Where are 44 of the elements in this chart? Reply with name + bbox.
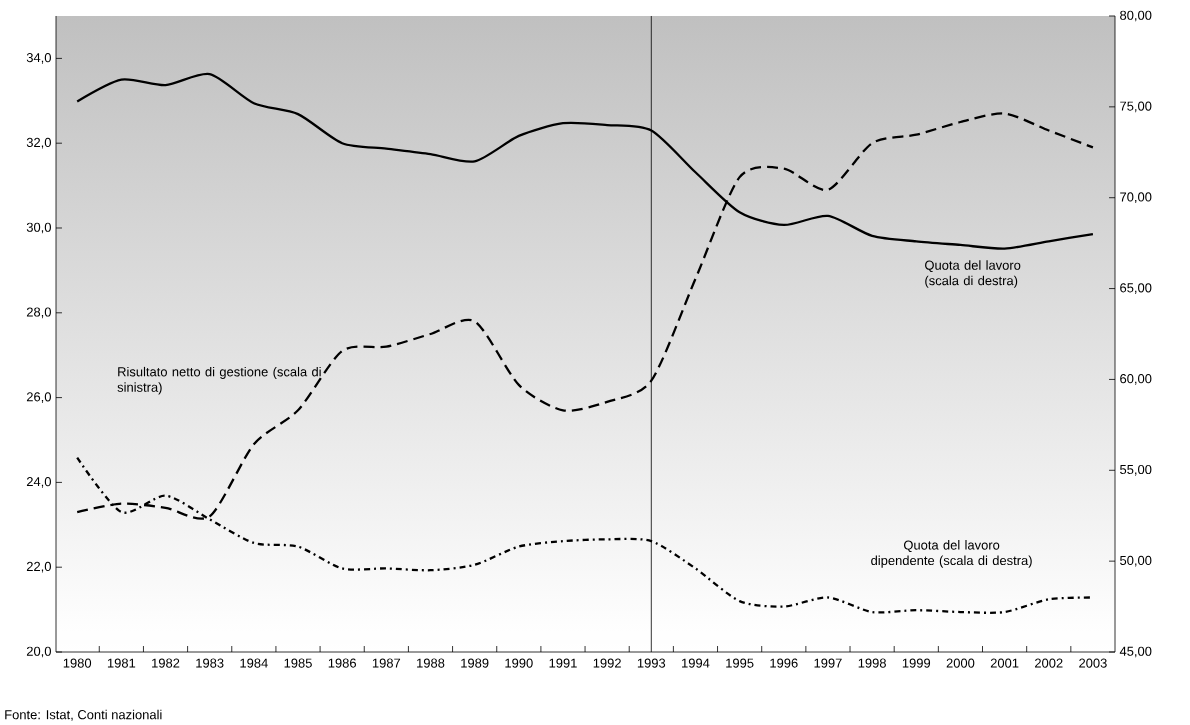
x-tick-label: 2000 — [946, 658, 975, 668]
y2-tick-label: 45,00 — [1119, 646, 1152, 658]
x-tick-label: 1980 — [63, 658, 92, 668]
series-label: Quota del lavoro (scala di destra) — [925, 260, 1021, 288]
x-tick-label: 1998 — [858, 658, 886, 668]
x-tick-label: 1989 — [461, 658, 489, 668]
x-tick-label: 1986 — [328, 658, 357, 668]
x-tick-label: 1985 — [284, 658, 312, 668]
x-tick-label: 1987 — [372, 658, 401, 668]
x-tick-label: 1994 — [682, 658, 710, 668]
x-tick-label: 1983 — [196, 658, 224, 668]
x-tick-label: 1992 — [593, 658, 621, 668]
y2-tick-label: 50,00 — [1120, 555, 1152, 567]
y-tick-label: 20,0 — [26, 646, 51, 658]
x-tick-label: 1996 — [770, 658, 798, 668]
x-tick-label: 1997 — [814, 658, 842, 668]
y-tick-label: 30,0 — [26, 222, 51, 234]
text: Quota del lavoro dipendente (scala di destra) — [871, 540, 1032, 568]
y2-tick-label: 75,00 — [1120, 101, 1152, 113]
y-tick-label: 26,0 — [26, 392, 51, 403]
x-tick-label: 1993 — [637, 658, 666, 668]
x-tick-label: 1984 — [240, 658, 268, 668]
x-tick-label: 1981 — [107, 658, 136, 668]
x-tick-label: 2003 — [1079, 658, 1107, 668]
y-tick-label: 32,0 — [26, 137, 51, 149]
series-label: Risultato netto di gestione (scala di sinistra) — [117, 366, 321, 395]
y2-tick-label: 60,00 — [1120, 374, 1152, 385]
source-note: Fonte: Istat, Conti nazionali — [5, 709, 162, 721]
x-tick-label: 1991 — [549, 658, 577, 668]
y-tick-label: 34,0 — [26, 53, 51, 64]
x-tick-label: 1988 — [417, 658, 445, 668]
x-tick-label: 1999 — [902, 658, 931, 668]
x-tick-label: 1990 — [505, 658, 533, 668]
y2-tick-label: 55,00 — [1120, 464, 1152, 476]
y-tick-label: 24,0 — [26, 477, 51, 488]
x-tick-label: 2001 — [990, 658, 1019, 668]
y-tick-label: 28,0 — [26, 307, 51, 319]
x-tick-label: 1982 — [152, 658, 180, 668]
y2-tick-label: 65,00 — [1120, 283, 1152, 294]
x-tick-label: 2002 — [1035, 658, 1063, 668]
y-tick-label: 22,0 — [26, 561, 51, 573]
y2-tick-label: 80,00 — [1120, 10, 1152, 22]
x-tick-label: 1995 — [726, 658, 754, 668]
y2-tick-label: 70,00 — [1120, 192, 1152, 204]
